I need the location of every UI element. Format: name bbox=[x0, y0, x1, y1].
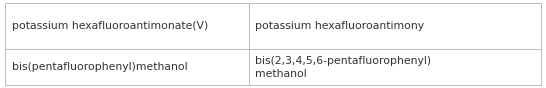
Text: potassium hexafluoroantimony: potassium hexafluoroantimony bbox=[256, 21, 425, 31]
Text: bis(pentafluorophenyl)methanol: bis(pentafluorophenyl)methanol bbox=[12, 62, 188, 72]
Text: potassium hexafluoroantimonate(V): potassium hexafluoroantimonate(V) bbox=[12, 21, 208, 31]
Text: bis(2,3,4,5,6-pentafluorophenyl)
methanol: bis(2,3,4,5,6-pentafluorophenyl) methano… bbox=[256, 56, 431, 79]
